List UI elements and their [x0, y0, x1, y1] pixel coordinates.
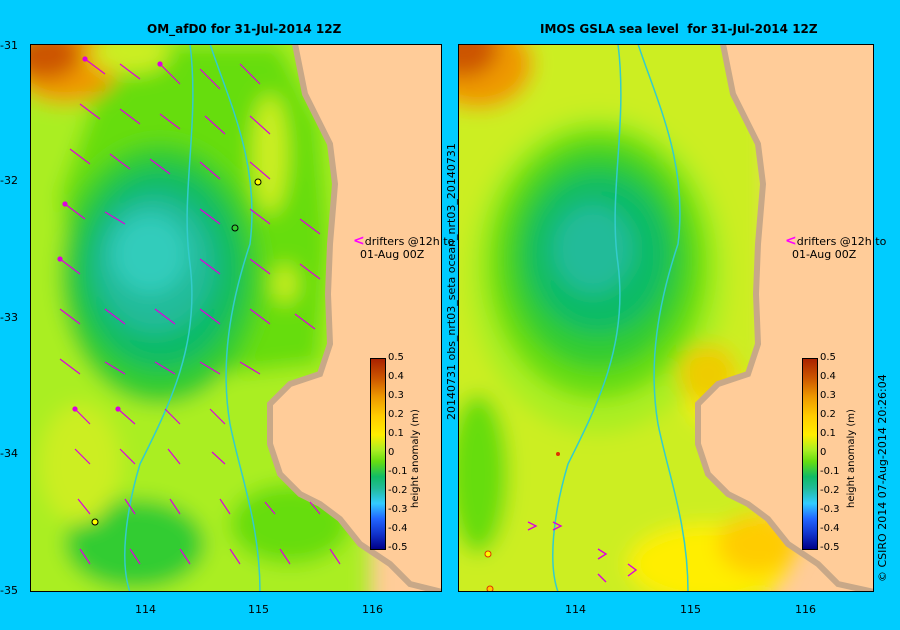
left-colorbar-label: height anomaly (m): [410, 409, 421, 508]
left-note-line2: 01-Aug 00Z: [360, 248, 425, 261]
drifter-markers: [527, 521, 638, 583]
right-note-line1: drifters @12h to: [796, 235, 887, 248]
right-note-line2: 01-Aug 00Z: [792, 248, 857, 261]
colorbar-tick-label: -0.1: [820, 466, 840, 477]
lat-label-31: -31: [0, 39, 18, 52]
right-map-title: IMOS GSLA sea level for 31-Jul-2014 12Z: [540, 22, 818, 36]
colorbar-tick-label: 0.5: [388, 352, 404, 363]
colorbar-tick-label: 0.1: [820, 428, 836, 439]
left-drifter-note: <drifters @12h to 01-Aug 00Z: [346, 222, 454, 261]
dataset-side-label: 20140731 obs_nrt03_seta ocean_nrt03_2014…: [445, 143, 458, 420]
colorbar-tick-label: -0.1: [388, 466, 408, 477]
colorbar-tick-label: 0: [820, 447, 827, 458]
colorbar-tick-label: -0.5: [388, 542, 408, 553]
colorbar-tick-label: -0.2: [388, 485, 408, 496]
colorbar-tick-label: 0.4: [388, 371, 404, 382]
colorbar-tick-label: -0.5: [820, 542, 840, 553]
left-note-line1: drifters @12h to: [364, 235, 455, 248]
left-lon-label-116: 116: [362, 603, 383, 616]
lat-label-33: -33: [0, 311, 18, 324]
left-lon-label-114: 114: [135, 603, 156, 616]
lat-label-34: -34: [0, 447, 18, 460]
right-lon-label-115: 115: [680, 603, 701, 616]
colorbar-tick-label: -0.2: [820, 485, 840, 496]
lat-label-32: -32: [0, 174, 18, 187]
colorbar-tick-label: 0.3: [820, 390, 836, 401]
colorbar-tick-label: -0.4: [820, 523, 840, 534]
colorbar-tick-label: 0.1: [388, 428, 404, 439]
right-map-panel: [458, 44, 874, 592]
left-sea-level-map: [30, 44, 442, 592]
left-map-title: OM_afD0 for 31-Jul-2014 12Z: [147, 22, 342, 36]
left-map-panel: [30, 44, 442, 592]
right-colorbar-label: height anomaly (m): [846, 409, 857, 508]
colorbar-tick-label: 0.2: [388, 409, 404, 420]
colorbar-tick-label: 0: [388, 447, 395, 458]
right-drifter-note: <drifters @12h to 01-Aug 00Z: [778, 222, 886, 261]
colorbar-tick-label: 0.3: [388, 390, 404, 401]
right-lon-label-116: 116: [795, 603, 816, 616]
left-colorbar: [370, 358, 386, 550]
right-lon-label-114: 114: [565, 603, 586, 616]
colorbar-tick-label: -0.4: [388, 523, 408, 534]
drifter-arrow-icon: <: [353, 233, 365, 249]
right-colorbar: [802, 358, 818, 550]
drifter-arrows: [57, 56, 341, 565]
credit-footer: © CSIRO 2014 07-Aug-2014 20:26:04: [876, 374, 889, 582]
colorbar-tick-label: -0.3: [388, 504, 408, 515]
lat-label-35: -35: [0, 584, 18, 597]
colorbar-tick-label: -0.3: [820, 504, 840, 515]
colorbar-tick-label: 0.2: [820, 409, 836, 420]
colorbar-tick-label: 0.4: [820, 371, 836, 382]
left-lon-label-115: 115: [248, 603, 269, 616]
colorbar-tick-label: 0.5: [820, 352, 836, 363]
right-sea-level-map: [458, 44, 874, 592]
drifter-arrow-icon: <: [785, 233, 797, 249]
